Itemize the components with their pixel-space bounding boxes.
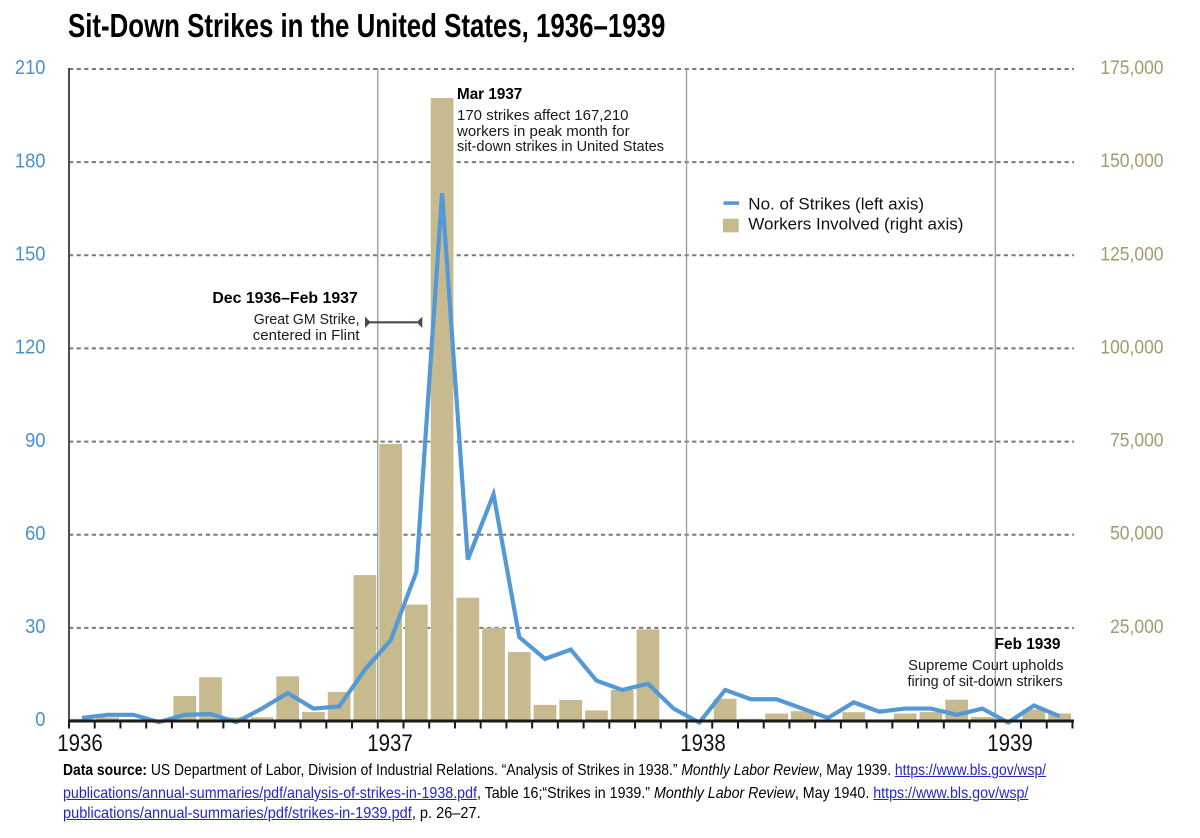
- svg-text:100,000: 100,000: [1100, 336, 1163, 358]
- svg-text:175,000: 175,000: [1100, 57, 1163, 79]
- svg-text:1937: 1937: [367, 730, 413, 757]
- svg-text:120: 120: [15, 336, 46, 359]
- svg-text:1939: 1939: [987, 730, 1033, 757]
- svg-text:125,000: 125,000: [1100, 243, 1163, 265]
- svg-text:75,000: 75,000: [1110, 430, 1164, 452]
- svg-text:150: 150: [15, 242, 46, 265]
- svg-text:25,000: 25,000: [1110, 616, 1164, 638]
- svg-text:Workers Involved (right axis): Workers Involved (right axis): [748, 215, 963, 234]
- svg-text:150,000: 150,000: [1100, 150, 1163, 172]
- svg-text:30: 30: [25, 615, 45, 638]
- svg-text:No. of Strikes (left axis): No. of Strikes (left axis): [748, 195, 924, 214]
- svg-text:210: 210: [15, 56, 46, 79]
- svg-text:0: 0: [35, 708, 45, 731]
- svg-text:60: 60: [25, 522, 45, 545]
- svg-text:50,000: 50,000: [1110, 523, 1164, 545]
- svg-text:180: 180: [15, 149, 46, 172]
- svg-text:1938: 1938: [680, 730, 726, 757]
- svg-text:90: 90: [25, 429, 45, 452]
- svg-text:1936: 1936: [57, 730, 103, 757]
